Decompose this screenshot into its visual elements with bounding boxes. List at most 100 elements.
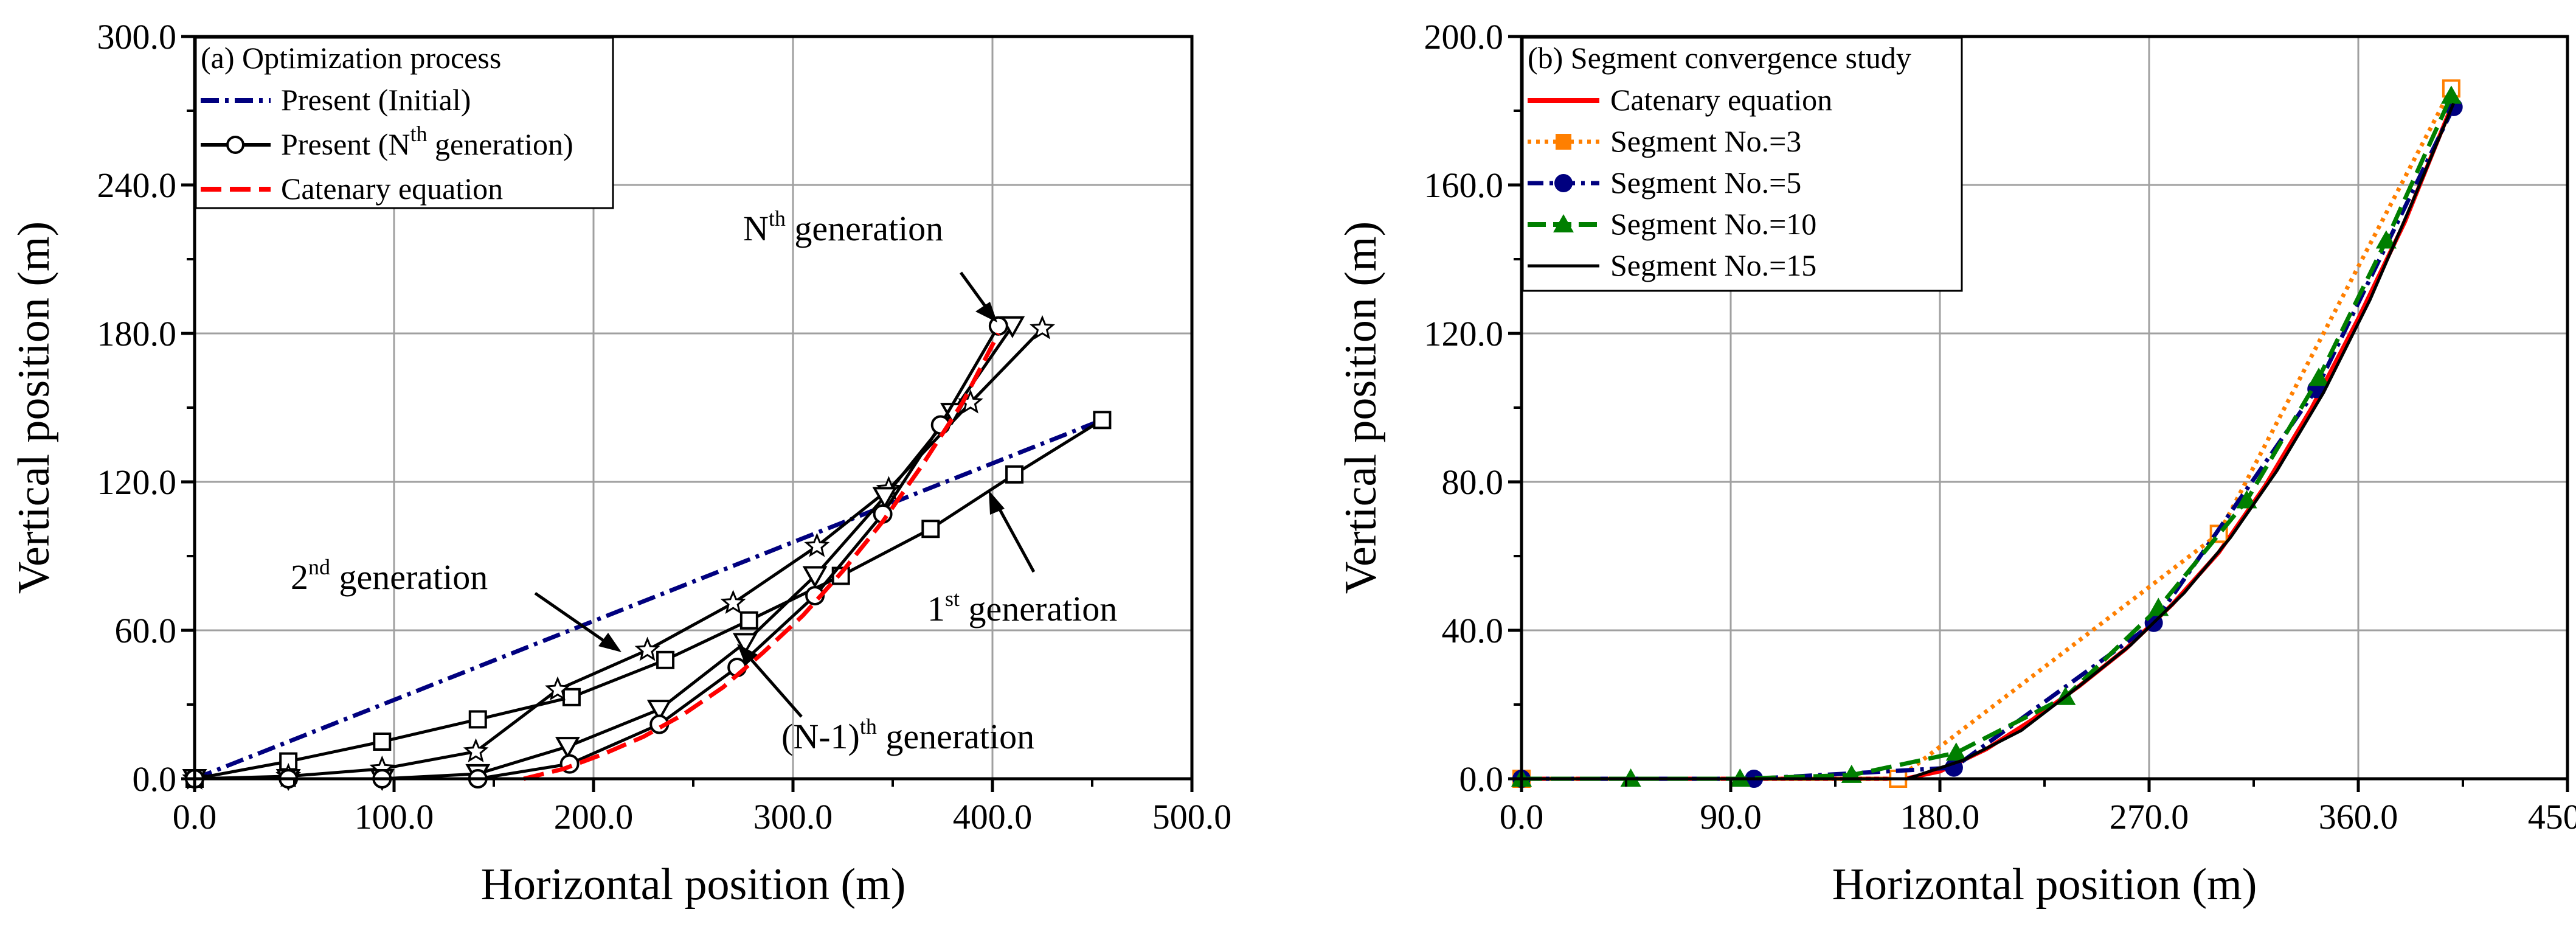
arrowhead-nth-generation [975, 302, 997, 322]
series-0-1-point [739, 611, 758, 630]
legend-marker-nth [226, 136, 244, 154]
ticks-a: 0.0 100.0 200.0 300.0 400.0 500.0 0.0 60.0 120.0… [97, 17, 1232, 837]
x-tick-label: 90.0 [1700, 797, 1762, 837]
series-1-3-point [2375, 230, 2397, 249]
y-tick-label: 300.0 [97, 17, 177, 57]
arrow-nth-generation [959, 271, 990, 312]
series-0-3-point [872, 487, 898, 509]
series-0-3-point [732, 633, 758, 655]
legend-marker-seg5 [1554, 174, 1573, 192]
y-tick-label: 80.0 [1442, 462, 1504, 502]
arrow-n-1-generation [747, 655, 803, 718]
y-tick-label: 160.0 [1424, 165, 1504, 205]
y-tick-label: 180.0 [97, 314, 177, 353]
series-0-1-point [1093, 411, 1112, 430]
annotation-nth-main: N [743, 209, 769, 248]
legend-label-seg10: Segment No.=10 [1610, 207, 1816, 241]
series-1-4-line [1522, 102, 2456, 781]
series-0-3-point [555, 737, 580, 759]
annotation-n-1-sup: th [860, 714, 877, 739]
arrowhead-n-1-generation [737, 644, 758, 666]
arrowhead-2nd-generation [598, 633, 621, 652]
annotation-nth-tail: generation [786, 209, 943, 248]
y-tick-label: 120.0 [1424, 314, 1504, 353]
series-0-1-point [468, 710, 487, 729]
series-0-1-point [921, 520, 940, 538]
y-tick-label: 0.0 [133, 759, 177, 799]
annotation-1st-generation: 1st generation [927, 587, 1117, 628]
series-1-3-point [2440, 85, 2462, 104]
legend-label-catenary-a: Catenary equation [281, 172, 503, 206]
legend-label-nth-tail: generation) [427, 127, 573, 161]
legend-marker-seg10 [1553, 214, 1574, 232]
annotation-1st-tail: generation [960, 589, 1117, 628]
series-0-1-point [562, 688, 581, 706]
series-0-2-point [634, 636, 660, 661]
series-0-1-point [373, 733, 392, 751]
x-tick-label: 360.0 [2319, 797, 2398, 837]
chart-segment-convergence: 0.0 90.0 180.0 270.0 360.0 450.0 0.0 40.0 80.0 12… [1336, 17, 2576, 910]
chart-title-a: (a) Optimization process [201, 41, 501, 75]
x-tick-label: 0.0 [173, 797, 217, 837]
series-0-2-point [545, 676, 570, 701]
legend-box-b [1522, 37, 1963, 292]
annotation-1st-sup: st [945, 587, 960, 611]
x-axis-label-b: Horizontal position (m) [1832, 860, 2257, 910]
x-tick-label: 450.0 [2528, 797, 2576, 837]
series-0-1-point [656, 650, 675, 669]
legend-label-seg3: Segment No.=3 [1610, 124, 1801, 158]
annotation-2nd-generation: 2nd generation [291, 555, 488, 597]
x-tick-label: 100.0 [355, 797, 434, 837]
series-0-3-point [802, 566, 828, 588]
ticks-b: 0.0 90.0 180.0 270.0 360.0 450.0 0.0 40.0 80.0 12… [1424, 17, 2576, 837]
legend-a: (a) Optimization process Present (Initia… [195, 37, 614, 209]
series-0-2-point [1030, 315, 1055, 339]
annotation-2nd-sup: nd [308, 555, 330, 579]
y-tick-label: 120.0 [97, 462, 177, 502]
y-tick-label: 60.0 [115, 611, 177, 650]
y-tick-label: 200.0 [1424, 17, 1504, 57]
annotations-a: Nth generation 2nd generation 1st genera… [291, 206, 1117, 756]
series-1-3-point [2236, 490, 2257, 509]
series-1-3-point [2308, 367, 2330, 386]
y-tick-label: 0.0 [1459, 759, 1504, 799]
series-0-2-point [720, 590, 746, 614]
legend-b: (b) Segment convergence study Catenary e… [1522, 37, 1963, 292]
arrow-2nd-generation [534, 591, 609, 646]
series-0-3-point [646, 700, 672, 722]
annotation-nth-sup: th [769, 206, 786, 231]
chart-optimization-process: 0.0 100.0 200.0 300.0 400.0 500.0 0.0 60.0 120.0… [9, 17, 1231, 910]
legend-label-nth: Present (Nth generation) [281, 122, 573, 161]
series-0-2-line [194, 327, 1044, 781]
x-axis-label-a: Horizontal position (m) [481, 860, 906, 910]
annotation-n-1-main: (N-1) [781, 717, 860, 756]
legend-label-initial: Present (Initial) [281, 83, 471, 117]
series-0-2-point [804, 532, 830, 557]
annotation-nth-generation: Nth generation [743, 206, 943, 248]
legend-label-nth-sup: th [410, 122, 427, 146]
series-0-0-line [193, 418, 1103, 781]
x-tick-label: 200.0 [554, 797, 634, 837]
x-tick-label: 300.0 [753, 797, 833, 837]
series-0-2-point [463, 738, 489, 762]
legend-marker-seg3 [1556, 134, 1571, 150]
annotation-2nd-tail: generation [330, 557, 488, 597]
annotation-1st-main: 1 [927, 589, 945, 628]
series-0-5-line [523, 332, 1000, 781]
annotation-2nd-main: 2 [291, 557, 308, 597]
series-1-2-line [1522, 106, 2456, 781]
series-1-3-point [2148, 597, 2169, 616]
x-tick-label: 180.0 [1900, 797, 1980, 837]
y-tick-label: 40.0 [1442, 611, 1504, 650]
arrow-1st-generation [995, 504, 1036, 573]
series-1-3-point [1945, 742, 1967, 761]
y-tick-label: 240.0 [97, 165, 177, 205]
x-tick-label: 270.0 [2110, 797, 2189, 837]
legend-label-catenary-b: Catenary equation [1610, 83, 1832, 117]
series-0-4-line [195, 325, 1000, 781]
annotation-n-1-tail: generation [877, 717, 1034, 756]
y-axis-label-b: Vertical position (m) [1336, 221, 1386, 594]
annotation-n-1-generation: (N-1)th generation [781, 714, 1034, 756]
series-0-3-line [195, 325, 1014, 781]
